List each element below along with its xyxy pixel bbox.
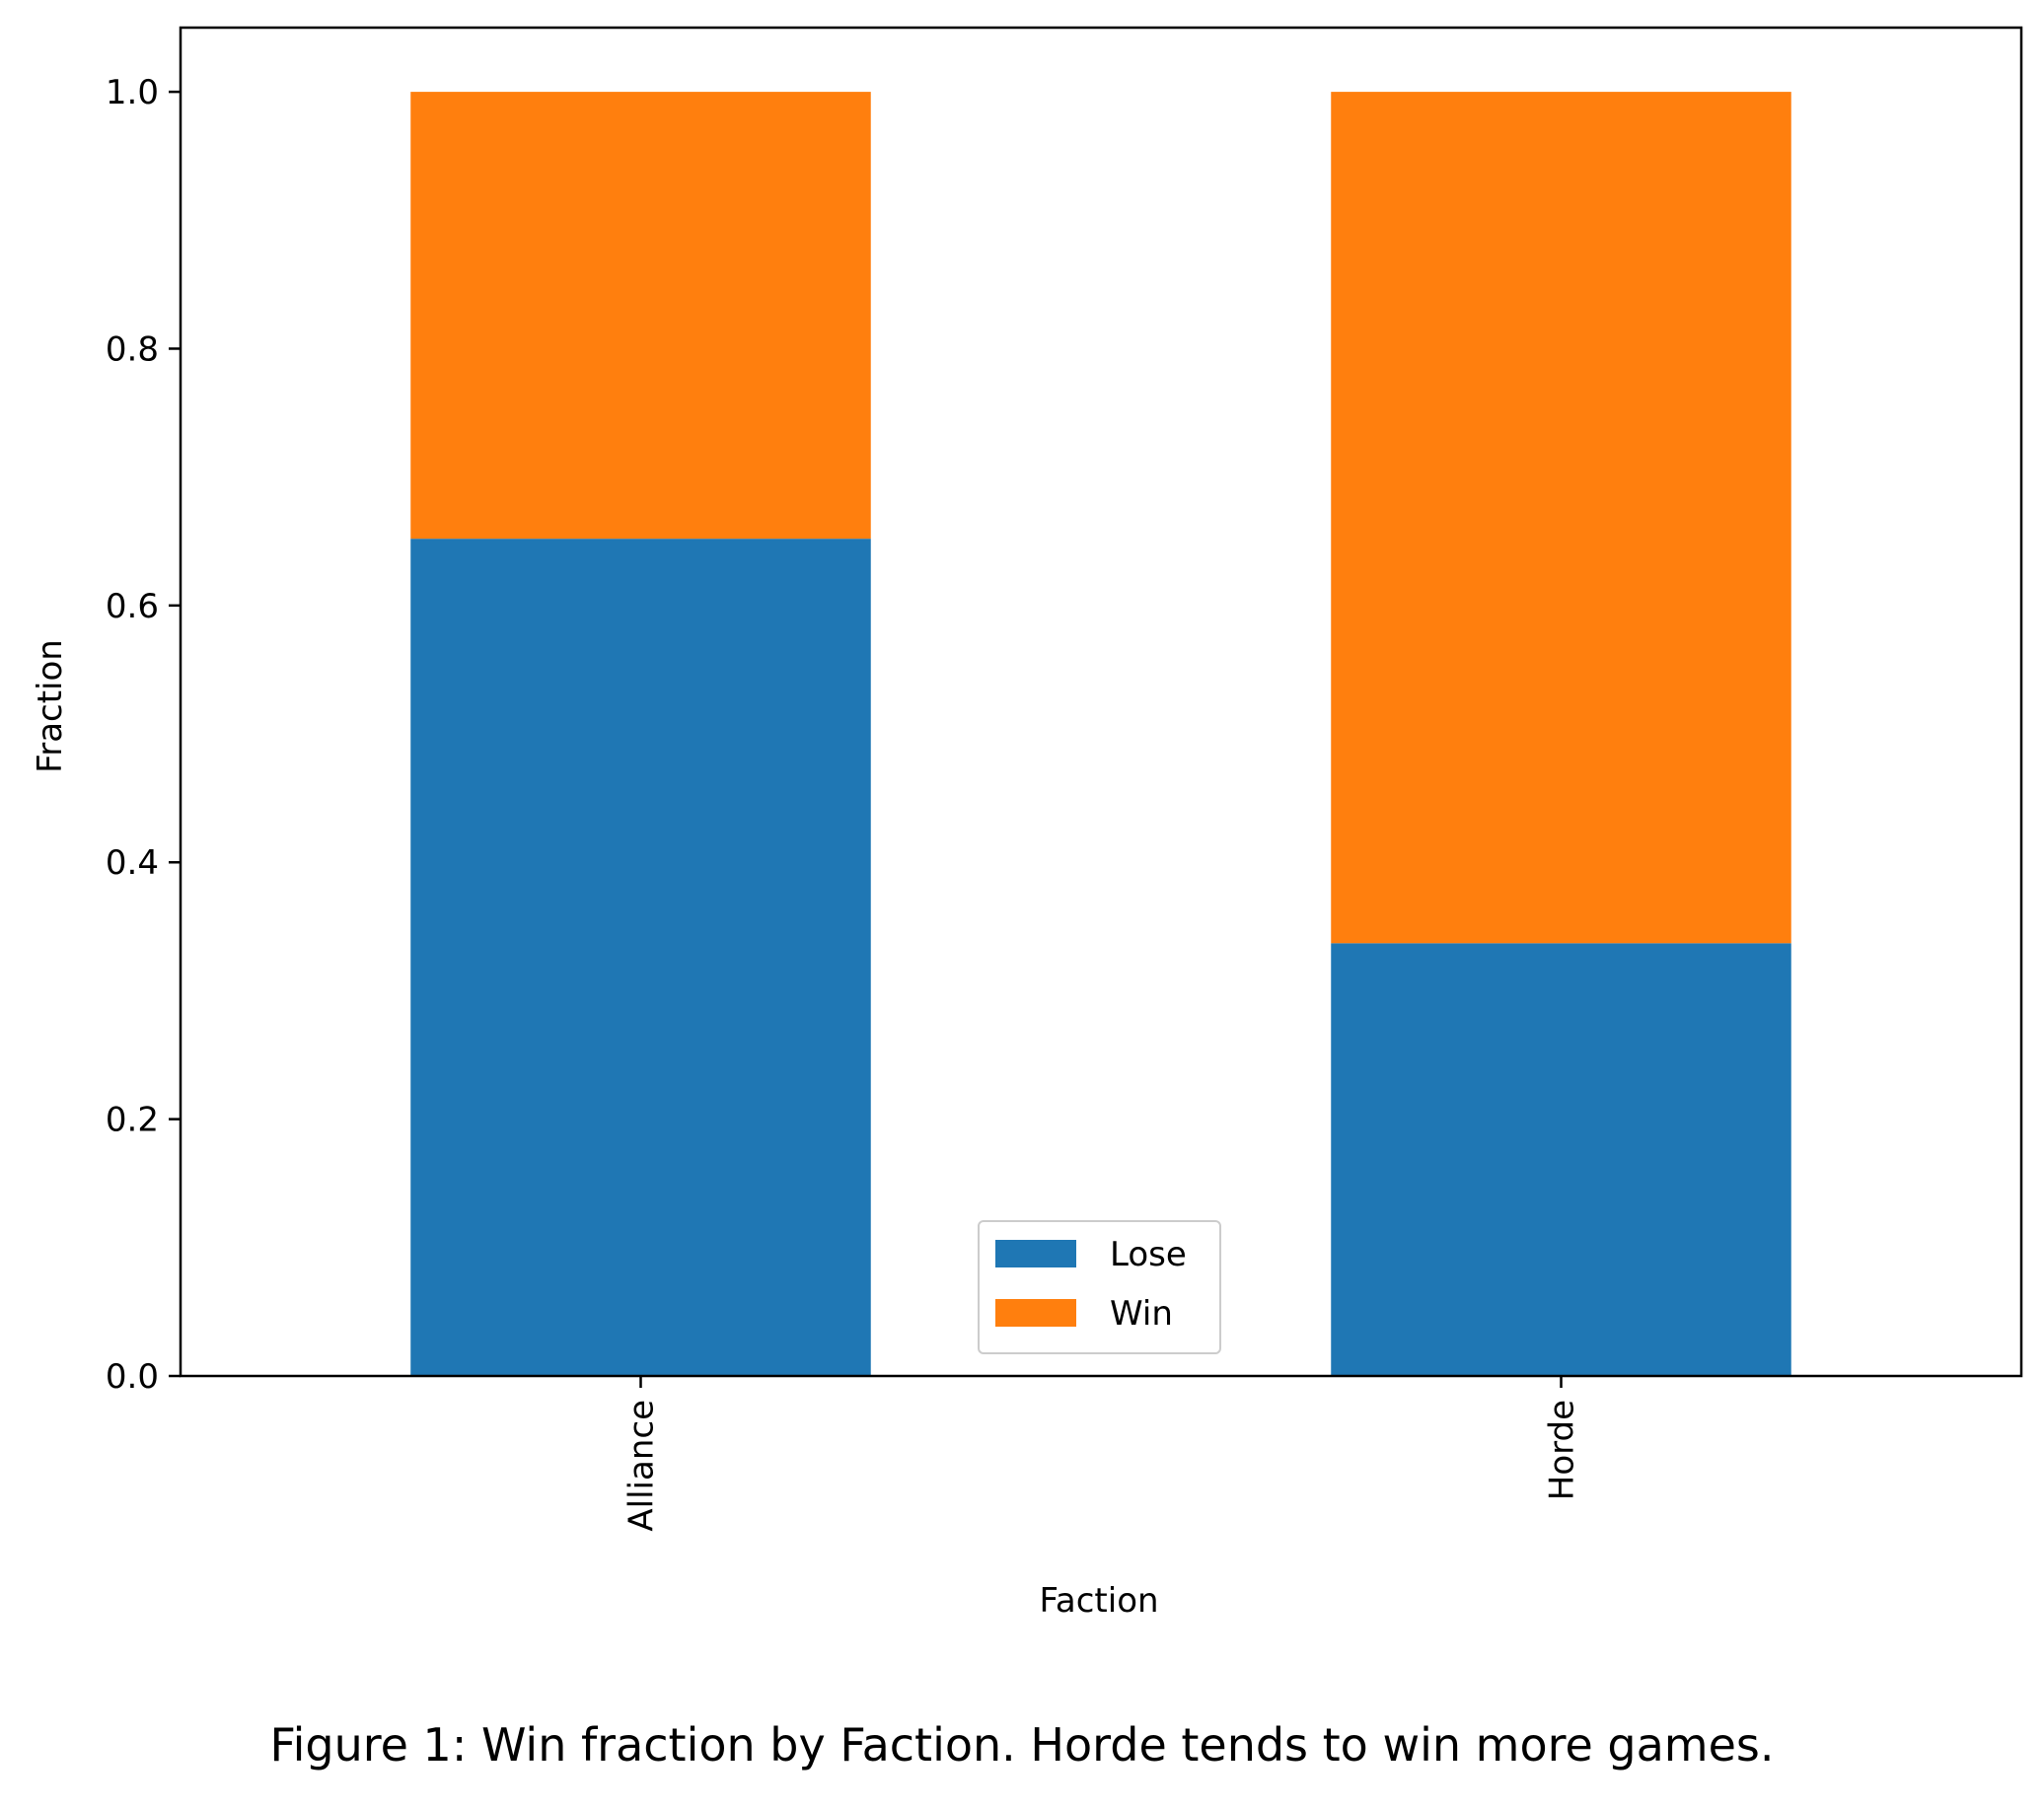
y-tick-label: 1.0 xyxy=(106,73,159,112)
plot-frame xyxy=(179,26,2023,1378)
y-axis-label: Fraction xyxy=(31,639,70,773)
bar-horde-lose xyxy=(1331,943,1791,1376)
legend-label-lose: Lose xyxy=(1110,1235,1187,1274)
legend-label-win: Win xyxy=(1110,1294,1173,1334)
x-axis-ticks: Alliance Horde xyxy=(622,1376,1582,1532)
legend-swatch-lose xyxy=(995,1240,1076,1267)
y-tick-label: 0.0 xyxy=(106,1357,159,1397)
legend: Lose Win xyxy=(978,1220,1221,1354)
bar-alliance-win xyxy=(410,92,871,540)
figure-caption: Figure 1: Win fraction by Faction. Horde… xyxy=(269,1718,1775,1772)
bars-group xyxy=(410,92,1791,1376)
y-tick-label: 0.2 xyxy=(106,1101,159,1140)
y-axis-ticks: 0.0 0.2 0.4 0.6 0.8 1.0 xyxy=(106,73,181,1397)
legend-swatch-win xyxy=(995,1299,1076,1327)
bar-horde-win xyxy=(1331,92,1791,944)
y-tick-label: 0.8 xyxy=(106,329,159,369)
bar-alliance-lose xyxy=(410,539,871,1376)
y-tick-label: 0.6 xyxy=(106,587,159,626)
win-fraction-chart: 0.0 0.2 0.4 0.6 0.8 1.0 Alliance Horde Fractio… xyxy=(31,26,2023,1621)
x-tick-label-alliance: Alliance xyxy=(622,1400,662,1532)
x-axis-label: Faction xyxy=(1039,1581,1158,1621)
y-tick-label: 0.4 xyxy=(106,843,159,883)
x-tick-label-horde: Horde xyxy=(1543,1400,1582,1500)
